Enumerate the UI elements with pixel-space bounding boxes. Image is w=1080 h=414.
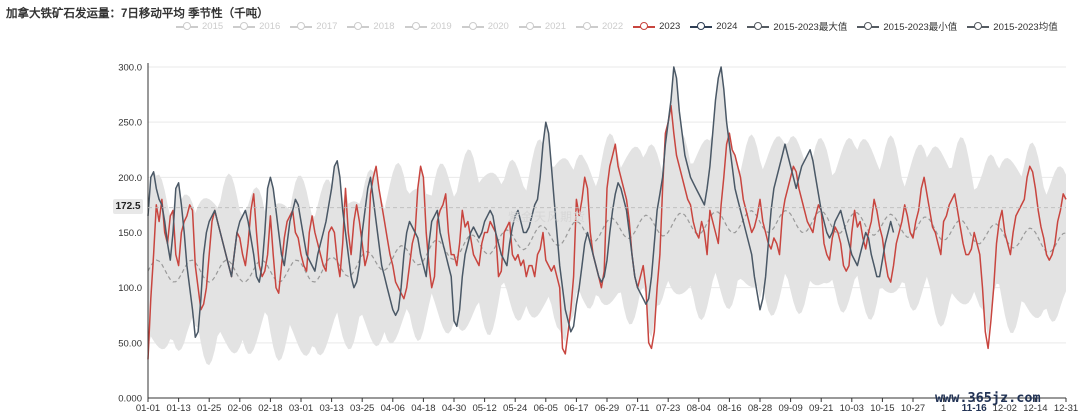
x-tick-label: 10-27 [901,403,925,414]
series-2023 [147,104,1067,360]
legend-line-dot-icon [690,21,713,31]
legend-item-2024[interactable]: 2024 [690,21,737,32]
series-2024 [147,66,895,339]
x-tick-label: 02-06 [228,403,252,414]
legend-label: 2015 [202,20,224,32]
y-tick-label: 200.0 [118,173,142,184]
x-tick-label: 04-18 [411,403,435,414]
legend-label: 2018 [373,20,395,32]
x-tick-label: 03-01 [289,403,313,414]
series-line-2023 [147,104,1067,360]
legend-item-2023[interactable]: 2023 [633,21,680,32]
legend-item-2015-2023最小值[interactable]: 2015-2023最小值 [857,19,957,33]
legend-line-dot-icon [176,21,198,31]
x-tick-label: 09-09 [778,403,802,414]
legend-item-2019[interactable]: 2019 [404,20,452,32]
legend-label: 2023 [659,20,681,32]
chart-legend: 2015 2016 2017 2018 2019 2020 2021 2022 2023 2024… [176,18,1068,34]
axis-pointer-label: 172.5 [113,199,143,214]
x-tick-label: 07-23 [656,403,680,414]
legend-label: 2024 [716,20,738,32]
legend-label: 2016 [259,20,281,32]
legend-label: 2017 [316,20,338,32]
center-watermark: 紫金天风期货 [508,210,587,224]
x-tick-label: 02-18 [258,403,282,414]
legend-line-dot-icon [857,21,880,31]
y-tick-label: 250.0 [118,118,142,129]
legend-item-2022[interactable]: 2022 [575,20,624,32]
x-tick-label: 05-12 [472,403,496,414]
x-tick-label: 08-28 [748,403,772,414]
x-tick-label: 06-05 [534,403,558,414]
legend-label: 2015-2023最大值 [773,22,848,33]
legend-label: 2022 [601,20,624,32]
x-tick-label: 05-24 [503,403,527,414]
y-tick-label: 300.0 [118,63,142,74]
y-tick-label: 0.000 [118,394,142,405]
y-tick-label: 100.0 [118,283,142,294]
legend-line-dot-icon [967,21,990,31]
x-tick-label: 12-14 [1023,403,1047,414]
x-tick-label: 08-16 [717,403,741,414]
legend-item-2015[interactable]: 2015 [176,21,223,32]
y-tick-label: 50.00 [118,338,142,349]
legend-item-2021[interactable]: 2021 [518,20,566,32]
legend-line-dot-icon [347,21,370,31]
axes: 0.000 50.00 100.0 150.0 200.0 250.0 300.0 01-01… [118,63,1078,414]
legend-line-dot-icon [633,21,656,31]
chart-title: 加拿大铁矿石发运量：7日移动平均 季节性（千吨） [6,8,269,20]
legend-line-dot-icon [461,21,484,31]
legend-label: 2021 [544,20,566,32]
legend-item-2018[interactable]: 2018 [347,20,395,32]
series-line-2024 [147,66,895,339]
legend-item-2020[interactable]: 2020 [461,20,509,32]
x-tick-label: 01-01 [136,403,160,414]
legend-line-dot-icon [404,21,427,31]
x-tick-label: 03-13 [319,403,343,414]
y-tick-label: 150.0 [118,228,142,239]
x-tick-label: 04-30 [442,403,466,414]
x-tick-label: 12-02 [993,403,1017,414]
legend-item-2015-2023均值[interactable]: 2015-2023均值 [967,19,1058,33]
x-tick-label: 01-25 [197,403,221,414]
x-tick-label: 10-15 [870,403,894,414]
legend-line-dot-icon [575,21,598,31]
x-tick-label: 06-17 [564,403,588,414]
band-area [148,67,1066,366]
x-tick-label: 11-16 [962,403,987,414]
legend-label: 2015-2023均值 [993,22,1058,33]
x-tick-label: 01-13 [166,403,190,414]
legend-line-dot-icon [747,21,770,31]
min-max-band [148,67,1066,366]
x-tick-label: 12-31 [1054,403,1078,414]
x-tick-label: 03-25 [350,403,374,414]
corner-watermark: www.365jz.com [935,390,1041,406]
x-tick-label: 1 [941,403,946,414]
x-tick-label: 10-03 [840,403,864,414]
legend-item-2017[interactable]: 2017 [290,21,337,32]
legend-item-2016[interactable]: 2016 [233,21,280,32]
legend-label: 2020 [487,20,509,32]
legend-item-2015-2023最大值[interactable]: 2015-2023最大值 [747,19,847,33]
x-tick-label: 09-21 [809,403,833,414]
legend-label: 2015-2023最小值 [883,22,958,33]
x-tick-label: 08-04 [687,403,711,414]
legend-label: 2019 [430,20,452,32]
legend-line-dot-icon [233,21,256,31]
legend-line-dot-icon [518,21,541,31]
x-tick-label: 04-06 [381,403,405,414]
x-tick-label: 06-29 [595,403,619,414]
x-tick-label: 07-11 [626,403,650,414]
legend-line-dot-icon [290,21,313,31]
